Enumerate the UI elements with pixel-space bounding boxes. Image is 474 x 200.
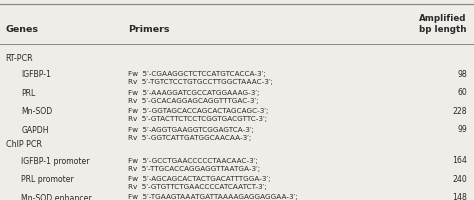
Text: Rv  5′-GTGTTCTGAACCCCATCAATCT-3′;: Rv 5′-GTGTTCTGAACCCCATCAATCT-3′;: [128, 183, 266, 189]
Text: Fw  5′-GCCTGAACCCCCTAACAAC-3′;: Fw 5′-GCCTGAACCCCCTAACAAC-3′;: [128, 157, 258, 163]
Text: Primers: Primers: [128, 25, 170, 33]
Text: 99: 99: [457, 124, 467, 133]
Text: Rv  5′-GCACAGGAGCAGGTTTGAC-3′;: Rv 5′-GCACAGGAGCAGGTTTGAC-3′;: [128, 97, 258, 103]
Text: Fw  5′-AGGTGAAGGTCGGAGTCA-3′;: Fw 5′-AGGTGAAGGTCGGAGTCA-3′;: [128, 126, 254, 132]
Text: 228: 228: [452, 106, 467, 115]
Text: Fw  5′-AAAGGATCGCCATGGAAAG-3′;: Fw 5′-AAAGGATCGCCATGGAAAG-3′;: [128, 89, 259, 95]
Text: Fw  5′-CGAAGGCTCTCCATGTCACCA-3′;: Fw 5′-CGAAGGCTCTCCATGTCACCA-3′;: [128, 71, 265, 77]
Text: Fw  5′-AGCAGCACTACTGACATTTGGA-3′;: Fw 5′-AGCAGCACTACTGACATTTGGA-3′;: [128, 175, 271, 181]
Text: Mn-SOD enhancer: Mn-SOD enhancer: [21, 193, 92, 200]
Text: GAPDH: GAPDH: [21, 125, 49, 134]
Text: Fw  5′-TGAAGTAAATGATTAAAAGAGGAGGAA-3′;: Fw 5′-TGAAGTAAATGATTAAAAGAGGAGGAA-3′;: [128, 194, 298, 199]
Text: Rv  5′-GTACTTCTCCTCGGTGACGTTC-3′;: Rv 5′-GTACTTCTCCTCGGTGACGTTC-3′;: [128, 116, 267, 122]
Text: Amplified
bp length: Amplified bp length: [419, 14, 467, 34]
Text: ChIP PCR: ChIP PCR: [6, 140, 42, 148]
Text: Rv  5′-GGTCATTGATGGCAACAA-3′;: Rv 5′-GGTCATTGATGGCAACAA-3′;: [128, 134, 251, 140]
Text: Genes: Genes: [6, 25, 39, 33]
Text: 240: 240: [452, 174, 467, 183]
Text: Fw  5′-GGTAGCACCAGCACTAGCAGC-3′;: Fw 5′-GGTAGCACCAGCACTAGCAGC-3′;: [128, 108, 268, 113]
Text: 60: 60: [457, 88, 467, 97]
Text: 98: 98: [457, 69, 467, 78]
Text: 164: 164: [452, 155, 467, 164]
Text: 148: 148: [452, 192, 467, 200]
Text: PRL promoter: PRL promoter: [21, 174, 74, 183]
Text: IGFBP-1: IGFBP-1: [21, 70, 51, 79]
Text: Rv  5′-TGTCTCCTGTGCCTTGGCTAAAC-3′;: Rv 5′-TGTCTCCTGTGCCTTGGCTAAAC-3′;: [128, 79, 273, 85]
Text: IGFBP-1 promoter: IGFBP-1 promoter: [21, 156, 90, 165]
Text: RT-PCR: RT-PCR: [6, 54, 33, 62]
Text: Rv  5′-TTGCACCAGGAGGTTAATGA-3′;: Rv 5′-TTGCACCAGGAGGTTAATGA-3′;: [128, 165, 260, 171]
Text: Mn-SOD: Mn-SOD: [21, 107, 53, 116]
Text: PRL: PRL: [21, 88, 36, 97]
